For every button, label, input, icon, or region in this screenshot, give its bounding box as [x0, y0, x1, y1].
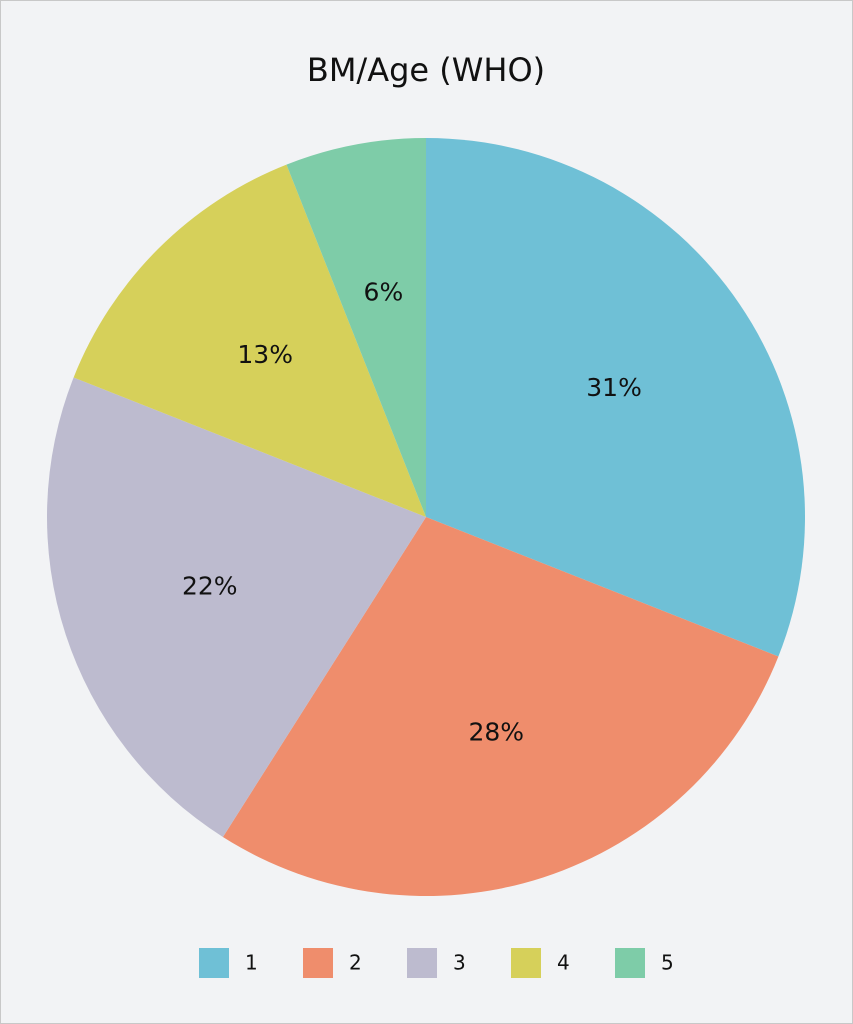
pie-slice — [47, 377, 426, 838]
legend-swatch — [407, 948, 437, 978]
legend-label: 1 — [245, 951, 258, 975]
value-label: 28% — [468, 717, 524, 746]
pie-slice — [222, 517, 779, 897]
legend-swatch — [303, 948, 333, 978]
value-label: 31% — [586, 373, 642, 402]
value-label: 6% — [364, 278, 404, 307]
pie-slice — [73, 164, 426, 517]
legend-label: 3 — [453, 951, 466, 975]
legend-label: 5 — [661, 951, 674, 975]
value-label: 13% — [237, 340, 293, 369]
legend-swatch — [511, 948, 541, 978]
legend-label: 4 — [557, 951, 570, 975]
legend-swatch — [199, 948, 229, 978]
legend-label: 2 — [349, 951, 362, 975]
pie-slice — [286, 138, 426, 517]
pie-slice — [426, 138, 805, 657]
chart-title: BM/Age (WHO) — [307, 51, 545, 89]
value-label: 22% — [182, 571, 238, 600]
legend-swatch — [615, 948, 645, 978]
